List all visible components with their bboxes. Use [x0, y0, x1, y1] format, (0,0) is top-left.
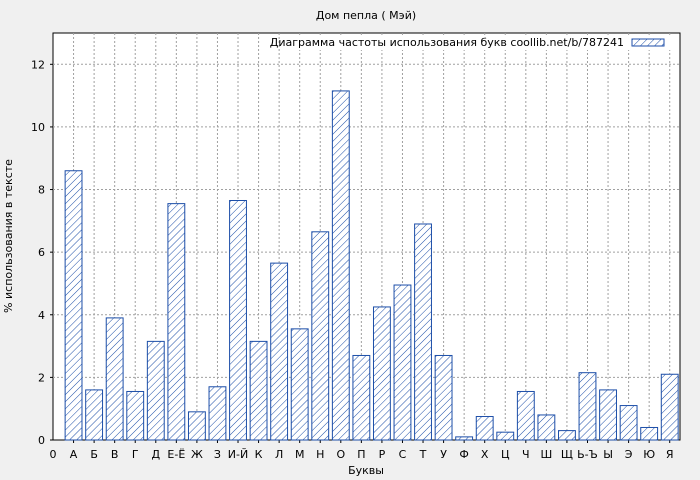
bar-13: [311, 231, 330, 441]
y-tick-label: 10: [31, 121, 45, 134]
x-tick-label: О: [336, 448, 345, 461]
y-tick-label: 0: [38, 434, 45, 447]
x-tick-label: Ю: [643, 448, 655, 461]
bar-22: [496, 431, 515, 441]
bar-17: [393, 284, 412, 441]
bar-9: [229, 199, 247, 441]
x-tick-label: Л: [275, 448, 283, 461]
x-tick-label: Б: [90, 448, 98, 461]
y-tick-label: 6: [38, 246, 45, 259]
x-tick-label: В: [111, 448, 119, 461]
x-tick-label: Х: [481, 448, 489, 461]
bar-16: [372, 306, 391, 441]
y-axis-label: % использования в тексте: [2, 159, 15, 313]
x-tick-label: Ф: [459, 448, 468, 461]
x-tick-label: К: [255, 448, 263, 461]
legend-label: Диаграмма частоты использования букв coo…: [270, 36, 624, 49]
y-tick-labels: 0 2 4 6 8 10 12: [31, 58, 45, 447]
y-tick-label: 8: [38, 184, 45, 197]
bar-3: [105, 317, 124, 441]
x-tick-label: М: [295, 448, 305, 461]
chart-title: Дом пепла ( Мэй): [316, 9, 416, 22]
x-tick-label: И-Й: [228, 448, 248, 461]
bar-30: [660, 373, 679, 441]
x-tick-label: Е-Ё: [167, 448, 185, 461]
x-tick-label: Т: [419, 448, 427, 461]
bar-10: [249, 340, 268, 441]
bar-11: [270, 262, 289, 441]
x-axis-label: Буквы: [348, 464, 384, 477]
bar-5: [146, 340, 165, 441]
legend-background: [283, 35, 678, 50]
x-tick-label: С: [399, 448, 407, 461]
x-tick-labels: А Б В Г Д Е-Ё Ж З И-Й К Л М Н О П Р С Т У Ф Х Ц Ч Ш Щ Ь-Ъ Ы Э Ю Я: [70, 448, 674, 461]
x-tick-label: Ь-Ъ: [577, 448, 598, 461]
x-tick-label: Р: [379, 448, 386, 461]
x-tick-label: П: [357, 448, 365, 461]
x-tick-label: А: [70, 448, 78, 461]
x-tick-label: Ц: [501, 448, 510, 461]
bar-14: [331, 90, 350, 441]
bar-27: [599, 389, 617, 441]
bar-29: [640, 426, 659, 441]
legend-swatch: [631, 38, 665, 47]
x-tick-label: Г: [132, 448, 139, 461]
x-tick-label: Ч: [522, 448, 530, 461]
bar-6: [167, 203, 186, 441]
x-tick-label: Ы: [603, 448, 613, 461]
bar-26: [578, 372, 597, 441]
x-tick-label: Ш: [540, 448, 552, 461]
bar-28: [619, 405, 638, 441]
y-tick-label: 12: [31, 58, 45, 71]
bar-21: [475, 416, 494, 441]
x-tick-label: У: [440, 448, 447, 461]
bar-4: [126, 390, 145, 441]
x-tick-label: Я: [666, 448, 674, 461]
bar-24: [537, 414, 556, 441]
bar-18: [414, 223, 432, 441]
bar-15: [352, 354, 371, 441]
bar-12: [290, 328, 309, 441]
bar-19: [434, 354, 453, 441]
bars: [64, 90, 679, 441]
bar-8: [208, 386, 227, 441]
bar-2: [85, 389, 104, 441]
bar-23: [516, 390, 535, 441]
x-tick-label: З: [214, 448, 221, 461]
legend: Диаграмма частоты использования букв coo…: [270, 35, 678, 50]
bar-1: [64, 170, 83, 441]
bar-20: [455, 436, 474, 441]
x-tick-label: Ж: [191, 448, 203, 461]
y-tick-label: 2: [38, 371, 45, 384]
y-tick-label: 4: [38, 309, 45, 322]
bar-7: [187, 411, 206, 441]
x-tick-label: Н: [316, 448, 324, 461]
x-tick-label: Э: [625, 448, 633, 461]
x-axis-origin-label: 0: [50, 448, 57, 461]
bar-25: [558, 430, 576, 441]
x-tick-label: Щ: [561, 448, 573, 461]
x-tick-label: Д: [151, 448, 160, 461]
